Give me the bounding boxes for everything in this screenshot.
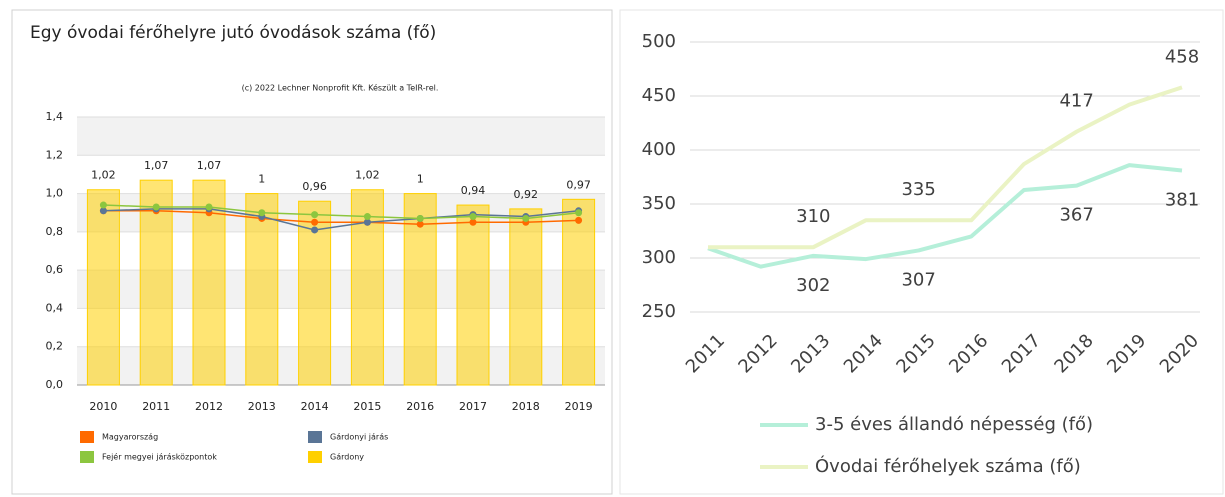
- point: [469, 218, 477, 226]
- bar: [245, 193, 279, 386]
- legend-label: Óvodai férőhelyek száma (fő): [815, 455, 1081, 477]
- bar: [86, 189, 120, 386]
- chart-title: Egy óvodai férőhelyre jutó óvodások szám…: [30, 23, 436, 43]
- legend-swatch: [308, 431, 322, 443]
- data-label: 0,92: [514, 188, 539, 201]
- y-tick-label: 400: [642, 139, 676, 160]
- point: [575, 209, 583, 217]
- x-tick-label: 2016: [406, 400, 434, 413]
- bar: [139, 179, 173, 386]
- point: [416, 214, 424, 222]
- point: [311, 226, 319, 234]
- y-tick-label: 0,2: [46, 340, 64, 353]
- x-tick-label: 2011: [142, 400, 170, 413]
- legend-swatch: [80, 451, 94, 463]
- legend-label: Gárdonyi járás: [330, 433, 388, 442]
- data-label: 1,02: [91, 169, 116, 182]
- line: [103, 208, 579, 231]
- subtitle: (c) 2022 Lechner Nonprofit Kft. Készült …: [242, 83, 439, 93]
- y-tick-label: 500: [642, 31, 676, 52]
- point: [416, 220, 424, 228]
- point: [469, 213, 477, 221]
- y-tick-label: 1,0: [46, 187, 64, 200]
- point: [311, 218, 319, 226]
- x-tick-label: 2013: [248, 400, 276, 413]
- legend-swatch: [80, 431, 94, 443]
- point: [311, 211, 319, 219]
- point: [152, 203, 160, 211]
- x-tick-label: 2019: [565, 400, 593, 413]
- grid-band: [77, 117, 605, 156]
- y-tick-label: 0,8: [46, 225, 64, 238]
- x-tick-label: 2012: [195, 400, 223, 413]
- bar: [562, 198, 596, 386]
- bar: [456, 204, 490, 386]
- data-label: 1,07: [144, 159, 169, 172]
- y-tick-label: 1,2: [46, 148, 64, 161]
- data-label: 0,96: [302, 180, 327, 193]
- point: [363, 218, 371, 226]
- data-label: 310: [796, 206, 830, 227]
- data-label: 307: [901, 269, 935, 290]
- point: [363, 213, 371, 221]
- data-label: 0,94: [461, 184, 486, 197]
- data-label: 1,02: [355, 169, 380, 182]
- data-label: 381: [1165, 190, 1199, 211]
- data-label: 458: [1165, 46, 1199, 67]
- data-label: 1: [258, 173, 265, 186]
- data-label: 335: [901, 179, 935, 200]
- point: [205, 203, 213, 211]
- legend-label: 3-5 éves állandó népesség (fő): [815, 414, 1093, 435]
- y-tick-label: 350: [642, 193, 676, 214]
- point: [522, 214, 530, 222]
- x-tick-label: 2017: [459, 400, 487, 413]
- data-label: 367: [1059, 205, 1093, 226]
- line: [707, 163, 1183, 269]
- y-tick-label: 1,4: [46, 110, 64, 123]
- line: [103, 204, 579, 220]
- point: [258, 209, 266, 217]
- y-tick-label: 300: [642, 247, 676, 268]
- data-label: 1: [417, 173, 424, 186]
- legend-label: Fejér megyei járásközpontok: [102, 452, 217, 462]
- data-label: 0,97: [566, 178, 591, 191]
- y-tick-label: 0,0: [46, 378, 64, 391]
- legend-swatch: [308, 451, 322, 463]
- bar: [509, 208, 543, 386]
- point: [99, 207, 107, 215]
- data-label: 1,07: [197, 159, 222, 172]
- line: [103, 210, 579, 225]
- point: [575, 216, 583, 224]
- data-label: 417: [1059, 91, 1093, 112]
- y-tick-label: 450: [642, 85, 676, 106]
- x-tick-label: 2018: [512, 400, 540, 413]
- y-tick-label: 0,4: [46, 301, 64, 314]
- x-tick-label: 2015: [353, 400, 381, 413]
- y-tick-label: 0,6: [46, 263, 64, 276]
- legend-label: Magyarország: [102, 433, 158, 442]
- data-label: 302: [796, 275, 830, 296]
- x-tick-label: 2014: [301, 400, 329, 413]
- line: [708, 85, 1183, 250]
- legend-label: Gárdony: [330, 453, 364, 462]
- x-tick-label: 2010: [89, 400, 117, 413]
- point: [99, 201, 107, 209]
- y-tick-label: 250: [642, 301, 676, 322]
